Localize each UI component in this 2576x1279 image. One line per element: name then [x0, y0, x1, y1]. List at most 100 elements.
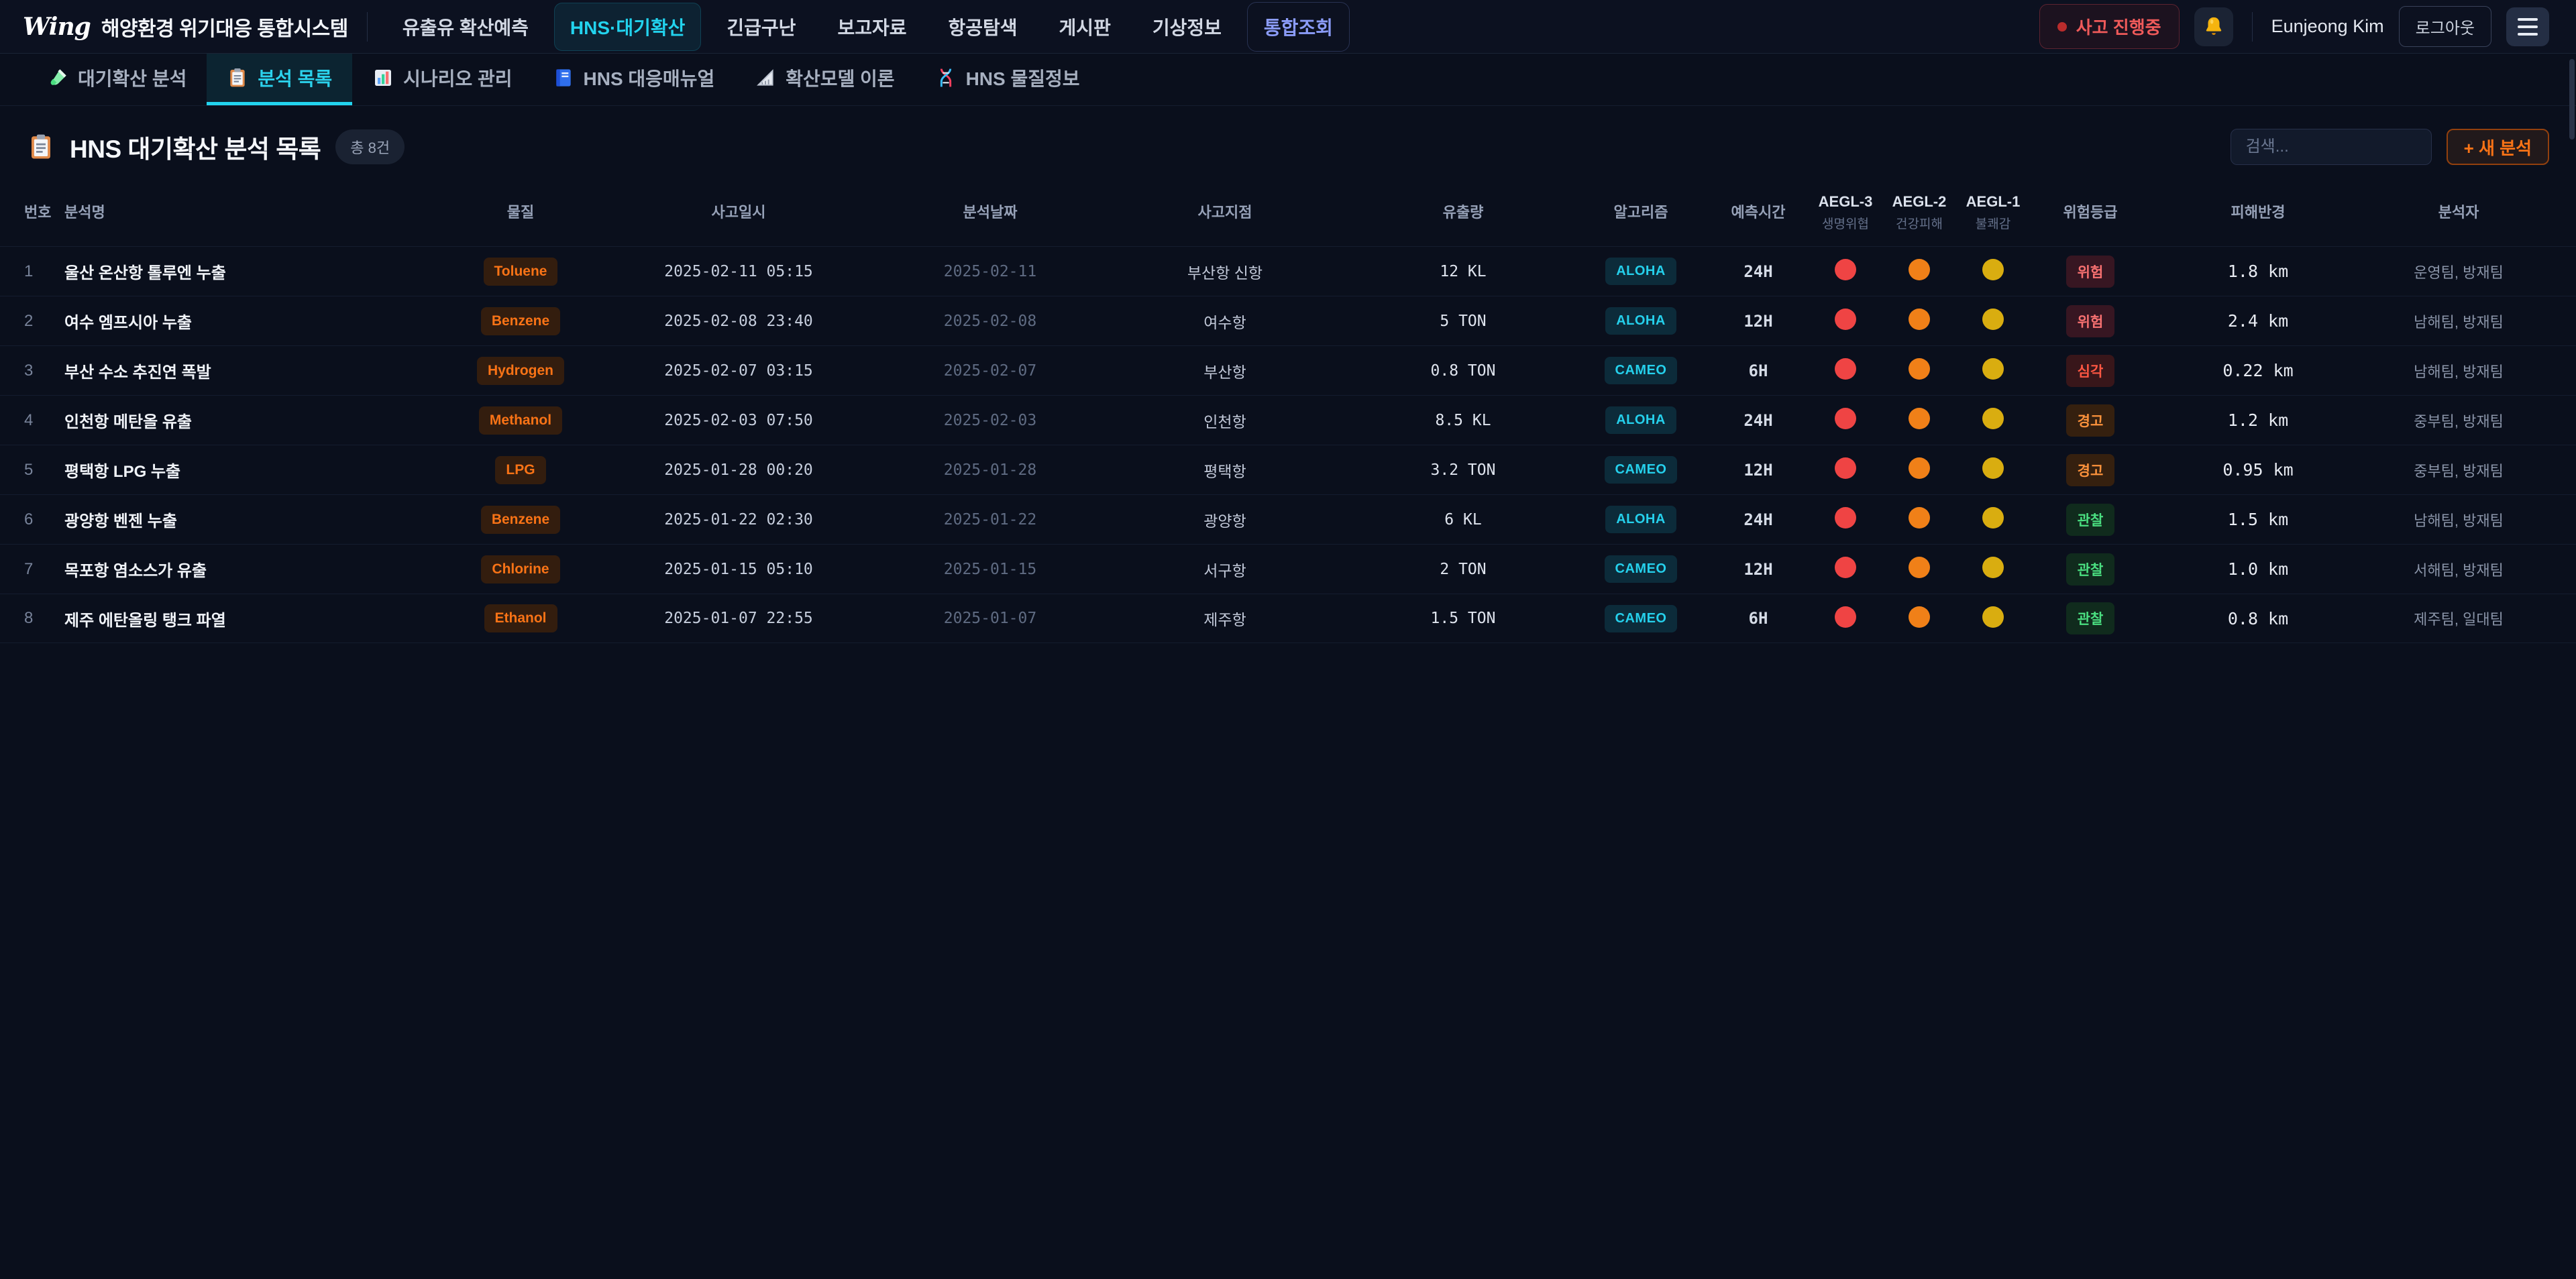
- app-logo[interactable]: Wing 해양환경 위기대응 통합시스템: [23, 12, 348, 42]
- forecast-hours: 6H: [1748, 361, 1768, 380]
- analyst-names: 남해팀, 방재팀: [2414, 512, 2504, 529]
- nav-item-3[interactable]: 보고자료: [837, 17, 907, 38]
- forecast-hours: 12H: [1743, 559, 1773, 579]
- incident-status-badge[interactable]: 사고 진행중: [2039, 4, 2180, 49]
- new-analysis-button[interactable]: + 새 분석: [2446, 129, 2549, 165]
- forecast-hours: 12H: [1743, 460, 1773, 480]
- forecast-hours: 6H: [1748, 609, 1768, 628]
- algorithm-badge: CAMEO: [1604, 604, 1678, 632]
- table-row[interactable]: 8 제주 에탄올링 탱크 파열 Ethanol 2025-01-07 22:55 202…: [0, 594, 2576, 644]
- nav-item-4[interactable]: 항공탐색: [948, 17, 1018, 38]
- spill-amount: 1.5 TON: [1430, 610, 1496, 628]
- cell: ALOHA: [1574, 506, 1708, 534]
- aegl-indicator-icon: [1835, 309, 1856, 331]
- tab-1[interactable]: 분석 목록: [207, 54, 353, 105]
- forecast-hours: 24H: [1743, 410, 1773, 430]
- column-header-12: 위험등급: [2063, 203, 2118, 221]
- analyst-names: 중부팀, 방재팀: [2414, 412, 2504, 430]
- analysis-date: 2025-01-22: [943, 510, 1037, 529]
- aegl-2-cell: [1882, 408, 1956, 433]
- incident-datetime: 2025-02-08 23:40: [664, 312, 813, 330]
- tab-0[interactable]: 대기확산 분석: [27, 54, 207, 105]
- nav-item-2[interactable]: 긴급구난: [727, 17, 796, 38]
- aegl-indicator-icon: [1909, 408, 1930, 430]
- aegl-indicator-icon: [1909, 358, 1930, 380]
- cell: Chlorine: [447, 555, 594, 583]
- nav-item-7[interactable]: 통합조회: [1246, 1, 1350, 52]
- scrollbar-thumb[interactable]: [2569, 59, 2575, 140]
- incident-location: 서구항: [1203, 561, 1246, 579]
- row-number: 1: [24, 262, 34, 280]
- analyst-names: 중부팀, 방재팀: [2414, 462, 2504, 480]
- aegl-2-cell: [1882, 259, 1956, 284]
- substance-badge: Hydrogen: [476, 356, 564, 385]
- table-row[interactable]: 4 인천항 메탄올 유출 Methanol 2025-02-03 07:50 2025-…: [0, 395, 2576, 445]
- aegl-3-cell: [1809, 358, 1882, 383]
- analysis-name: 여수 엠프시아 누출: [64, 314, 192, 333]
- aegl-indicator-icon: [1909, 557, 1930, 579]
- aegl-3-cell: [1809, 408, 1882, 433]
- table-row[interactable]: 6 광양항 벤젠 누출 Benzene 2025-01-22 02:30 2025-01…: [0, 494, 2576, 544]
- table-row[interactable]: 7 목포항 염소스가 유출 Chlorine 2025-01-15 05:10 2025…: [0, 544, 2576, 594]
- algorithm-badge: ALOHA: [1605, 258, 1676, 286]
- substance-badge: Benzene: [480, 505, 561, 534]
- column-header-3: 사고일시: [711, 203, 766, 221]
- algorithm-badge: ALOHA: [1605, 506, 1676, 534]
- notifications-button[interactable]: [2194, 7, 2233, 46]
- table-row[interactable]: 1 울산 온산항 톨루엔 누출 Toluene 2025-02-11 05:15 202…: [0, 246, 2576, 296]
- aegl-1-cell: [1956, 259, 2030, 284]
- tab-5[interactable]: HNS 물질정보: [915, 54, 1100, 105]
- aegl-indicator-icon: [1909, 259, 1930, 281]
- risk-level-badge: 위험: [2065, 304, 2115, 337]
- aegl-indicator-icon: [1835, 408, 1856, 430]
- substance-badge: Ethanol: [484, 604, 557, 633]
- table-row[interactable]: 3 부산 수소 추진연 폭발 Hydrogen 2025-02-07 03:15 202…: [0, 345, 2576, 395]
- tab-label: 대기확산 분석: [78, 68, 187, 89]
- analysis-date: 2025-02-11: [943, 262, 1037, 280]
- main-nav: 유출유 확산예측 HNS·대기확산 긴급구난 보고자료 항공탐색 게시판 기상정보 통합조회: [386, 1, 1350, 52]
- algorithm-badge: ALOHA: [1605, 307, 1676, 335]
- cell: Methanol: [447, 406, 594, 435]
- tab-4[interactable]: 확산모델 이론: [735, 54, 914, 105]
- column-header-11: AEGL-1 불쾌감: [1966, 193, 2021, 231]
- damage-radius: 0.95 km: [2222, 460, 2294, 480]
- aegl-indicator-icon: [1835, 507, 1856, 529]
- table-row[interactable]: 2 여수 엠프시아 누출 Benzene 2025-02-08 23:40 2025-0…: [0, 296, 2576, 345]
- forecast-hours: 24H: [1743, 262, 1773, 281]
- logout-button[interactable]: 로그아웃: [2398, 6, 2491, 47]
- aegl-indicator-icon: [1982, 507, 2004, 529]
- search-input[interactable]: [2230, 129, 2432, 165]
- analyst-names: 서해팀, 방재팀: [2414, 561, 2504, 579]
- algorithm-badge: ALOHA: [1605, 406, 1676, 435]
- aegl-indicator-icon: [1982, 259, 2004, 281]
- hamburger-menu-button[interactable]: [2506, 7, 2549, 46]
- nav-item-0[interactable]: 유출유 확산예측: [402, 17, 529, 38]
- aegl-2-cell: [1882, 606, 1956, 631]
- incident-location: 광양항: [1203, 512, 1246, 530]
- aegl-indicator-icon: [1982, 309, 2004, 331]
- tab-2[interactable]: 시나리오 관리: [352, 54, 532, 105]
- table-row[interactable]: 5 평택항 LPG 누출 LPG 2025-01-28 00:20 2025-01-28…: [0, 445, 2576, 494]
- cell: ALOHA: [1574, 406, 1708, 435]
- cell: Benzene: [447, 505, 594, 534]
- dna-icon: [935, 67, 957, 89]
- aegl-3-cell: [1809, 457, 1882, 482]
- algorithm-badge: CAMEO: [1604, 555, 1678, 583]
- tab-3[interactable]: HNS 대응매뉴얼: [533, 54, 735, 105]
- analysis-name: 평택항 LPG 누출: [64, 463, 181, 482]
- nav-item-1[interactable]: HNS·대기확산: [553, 2, 702, 51]
- aegl-1-cell: [1956, 408, 2030, 433]
- damage-radius: 1.0 km: [2227, 559, 2289, 579]
- cell: ALOHA: [1574, 307, 1708, 335]
- aegl-1-cell: [1956, 507, 2030, 532]
- nav-item-6[interactable]: 기상정보: [1152, 17, 1222, 38]
- aegl-3-cell: [1809, 309, 1882, 333]
- spill-amount: 12 KL: [1440, 262, 1487, 280]
- incident-location: 부산항 신항: [1187, 264, 1263, 282]
- nav-item-5[interactable]: 게시판: [1059, 17, 1111, 38]
- incident-datetime: 2025-01-07 22:55: [664, 610, 813, 628]
- row-number: 7: [24, 559, 34, 578]
- analysis-table: 번호 분석명 물질 사고일시 분석날짜 사고지점 유출량 알고리즘 예측시간 AEGL-3 생명위협…: [0, 182, 2576, 644]
- incident-location: 부산항: [1203, 363, 1246, 381]
- spill-amount: 6 KL: [1444, 510, 1482, 529]
